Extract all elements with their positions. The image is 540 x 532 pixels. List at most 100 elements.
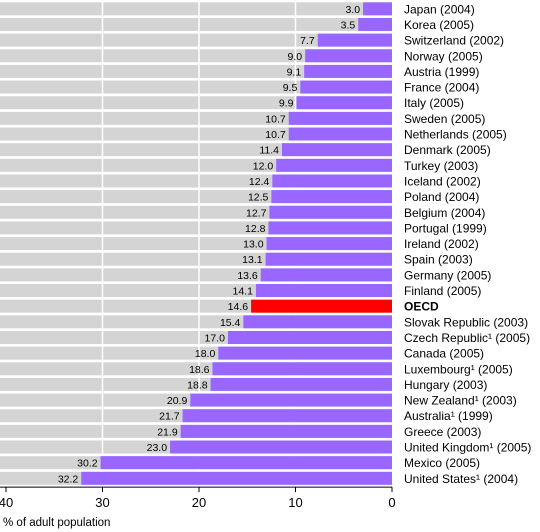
value-label: 17.0 (205, 332, 226, 344)
bar (180, 424, 392, 438)
category-label: Germany (2005) (404, 268, 491, 282)
bar (317, 33, 392, 47)
value-labels: 3.0 3.5 7.7 9.0 9.1 9.5 9.9 10.7 10.7 11.4 12.0 12.… (58, 4, 360, 486)
x-tick-label: 30 (95, 495, 109, 510)
category-label: Korea (2005) (404, 18, 474, 32)
category-label: Czech Republic¹ (2005) (404, 331, 530, 345)
value-label: 11.4 (259, 145, 279, 157)
value-label: 18.0 (195, 348, 216, 360)
value-label: 32.2 (58, 473, 79, 485)
bars (81, 2, 393, 485)
bar (288, 111, 392, 125)
bar (281, 143, 392, 157)
value-label: 20.9 (167, 395, 188, 407)
value-label: 13.1 (242, 254, 263, 266)
bar (272, 174, 392, 188)
bar (276, 158, 392, 172)
bar (271, 190, 392, 204)
bar (81, 471, 393, 485)
value-label: 21.7 (159, 411, 180, 423)
category-label: France (2004) (404, 81, 479, 95)
bar (300, 80, 392, 94)
category-label: Denmark (2005) (404, 143, 491, 157)
category-label: Switzerland (2002) (404, 34, 504, 48)
category-label: Mexico (2005) (404, 456, 480, 470)
row-track (0, 96, 392, 110)
bar (265, 252, 392, 266)
category-label: Italy (2005) (404, 96, 464, 110)
value-label: 21.9 (157, 426, 178, 438)
bar (170, 440, 392, 454)
bar (304, 64, 392, 78)
value-label: 3.5 (341, 19, 356, 31)
x-axis-label: % of adult population (3, 517, 110, 529)
category-label: Slovak Republic (2003) (404, 315, 528, 329)
category-label: Poland (2004) (404, 190, 479, 204)
value-label: 7.7 (300, 35, 315, 47)
x-tick-label: 40 (0, 495, 13, 510)
category-label: Ireland (2002) (404, 237, 479, 251)
value-label: 13.0 (243, 239, 264, 251)
category-label: Japan (2004) (404, 2, 475, 16)
row-track (0, 80, 392, 94)
bar (305, 49, 392, 63)
value-label: 12.0 (253, 160, 274, 172)
value-label: 9.1 (287, 66, 302, 78)
row-track (0, 17, 392, 31)
category-label: Hungary (2003) (404, 378, 487, 392)
value-label: 9.0 (288, 51, 303, 63)
row-track (0, 2, 392, 16)
category-label: Spain (2003) (404, 253, 473, 267)
bar (296, 96, 392, 110)
x-tick-label: 20 (192, 495, 206, 510)
bar (288, 127, 392, 141)
bar (212, 362, 392, 376)
bar (210, 377, 392, 391)
category-label-oecd: OECD (404, 300, 439, 314)
bar-oecd (251, 299, 392, 313)
category-label: Belgium (2004) (404, 206, 485, 220)
x-tick-label: 0 (388, 495, 395, 510)
bar (227, 330, 392, 344)
value-label: 18.8 (187, 379, 208, 391)
value-label: 14.1 (232, 286, 253, 298)
bar (268, 221, 392, 235)
category-label: Turkey (2003) (404, 159, 478, 173)
value-label: 12.8 (245, 223, 266, 235)
value-label: 10.7 (265, 129, 286, 141)
category-label: New Zealand¹ (2003) (404, 394, 517, 408)
bar (269, 205, 392, 219)
value-label: 12.5 (248, 192, 269, 204)
category-label: Austria (1999) (404, 65, 479, 79)
category-label: Australia¹ (1999) (404, 409, 493, 423)
value-label: 23.0 (147, 442, 168, 454)
value-label: 10.7 (265, 113, 286, 125)
value-label: 18.6 (189, 364, 210, 376)
bar (182, 409, 392, 423)
category-label: Netherlands (2005) (404, 128, 507, 142)
bar (358, 17, 392, 31)
value-label: 12.7 (246, 207, 267, 219)
category-label: Canada (2005) (404, 347, 484, 361)
bar (260, 268, 392, 282)
x-tick-label: 10 (288, 495, 302, 510)
value-label: 3.0 (345, 4, 360, 16)
row-track (0, 33, 392, 47)
category-label: Finland (2005) (404, 284, 481, 298)
value-label: 9.9 (279, 98, 294, 110)
category-label: Sweden (2005) (404, 112, 485, 126)
category-label: United States¹ (2004) (404, 472, 518, 486)
bar (243, 315, 392, 329)
category-label: Greece (2003) (404, 425, 481, 439)
row-track (0, 64, 392, 78)
category-label: Norway (2005) (404, 49, 483, 63)
bar (266, 237, 392, 251)
bar (100, 456, 392, 470)
category-label: Iceland (2002) (404, 174, 481, 188)
bar (255, 284, 392, 298)
value-label: 12.4 (249, 176, 270, 188)
row-track (0, 49, 392, 63)
bar (190, 393, 392, 407)
x-axis: 40 30 20 10 0 (0, 486, 396, 510)
